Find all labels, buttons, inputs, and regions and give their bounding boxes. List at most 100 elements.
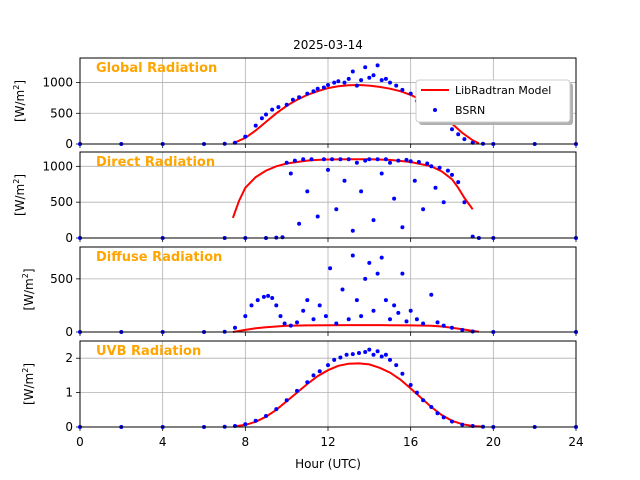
bsrn-point: [309, 157, 314, 162]
bsrn-point: [400, 87, 405, 92]
bsrn-point: [301, 157, 306, 162]
bsrn-point: [394, 363, 399, 368]
bsrn-point: [311, 373, 316, 378]
bsrn-point: [404, 319, 409, 324]
bsrn-point: [350, 69, 355, 74]
bsrn-point: [433, 185, 438, 190]
legend-box: [415, 79, 571, 123]
bsrn-point: [326, 83, 330, 87]
bsrn-point: [270, 296, 275, 300]
bsrn-point: [317, 303, 322, 308]
bsrn-point: [334, 321, 339, 326]
bsrn-point: [342, 80, 347, 85]
bsrn-point: [445, 168, 450, 173]
bsrn-point: [363, 158, 368, 163]
bsrn-point: [412, 178, 417, 183]
legend-bsrn-label: BSRN: [455, 104, 485, 117]
bsrn-point: [332, 80, 337, 85]
bsrn-point: [375, 63, 380, 68]
bsrn-point: [334, 207, 339, 212]
bsrn-point: [383, 157, 388, 162]
y-tick-label: 500: [50, 106, 73, 120]
bsrn-point: [363, 350, 368, 354]
bsrn-point: [400, 371, 405, 376]
bsrn-points: [78, 347, 578, 429]
model-line: [231, 158, 474, 219]
bsrn-point: [359, 189, 364, 194]
bsrn-point: [346, 76, 351, 81]
bsrn-point: [429, 405, 434, 409]
bsrn-point: [340, 287, 345, 292]
bsrn-point: [379, 354, 384, 359]
bsrn-point: [266, 293, 271, 298]
bsrn-point: [388, 357, 392, 362]
y-axis-label: [W/m2]: [21, 363, 36, 405]
bsrn-point: [332, 357, 337, 362]
bsrn-point: [396, 158, 401, 163]
bsrn-point: [441, 323, 446, 328]
x-tick-label: 0: [76, 435, 84, 449]
bsrn-point: [305, 380, 310, 385]
bsrn-point: [450, 419, 454, 424]
bsrn-point: [346, 157, 351, 162]
bsrn-point: [261, 294, 266, 299]
bsrn-point: [280, 235, 285, 240]
bsrn-point: [288, 171, 293, 176]
panel-frame: [79, 57, 577, 145]
x-tick-label: 12: [320, 435, 335, 449]
bsrn-point: [357, 351, 361, 355]
bsrn-point: [292, 158, 297, 163]
bsrn-point: [326, 167, 330, 172]
bsrn-point: [243, 314, 248, 319]
bsrn-point: [255, 298, 260, 303]
bsrn-points: [78, 157, 578, 240]
y-tick-label: 500: [50, 195, 73, 209]
bsrn-point: [441, 200, 446, 205]
legend-bsrn-swatch: [433, 108, 437, 112]
bsrn-point: [404, 157, 409, 162]
bsrn-point: [456, 132, 461, 137]
bsrn-point: [274, 407, 279, 412]
bsrn-point: [363, 65, 368, 70]
bsrn-point: [379, 171, 384, 176]
y-axis-label: [W/m2]: [21, 268, 36, 310]
bsrn-point: [437, 165, 442, 170]
bsrn-points: [78, 253, 578, 334]
bsrn-point: [367, 75, 372, 80]
y-tick-label: 1000: [42, 76, 73, 90]
x-axis-label: Hour (UTC): [295, 457, 361, 471]
bsrn-point: [264, 414, 268, 418]
bsrn-point: [460, 327, 465, 332]
bsrn-point: [315, 214, 320, 219]
bsrn-point: [400, 271, 405, 276]
bsrn-point: [288, 323, 293, 328]
bsrn-point: [297, 95, 302, 100]
bsrn-point: [435, 320, 440, 325]
bsrn-point: [450, 127, 454, 132]
panel-title: UVB Radiation: [96, 344, 201, 359]
bsrn-point: [359, 314, 364, 319]
model-line: [234, 362, 484, 428]
bsrn-point: [321, 157, 326, 162]
bsrn-point: [350, 228, 355, 233]
bsrn-point: [388, 317, 392, 322]
bsrn-point: [278, 314, 283, 319]
x-tick-label: 24: [568, 435, 583, 449]
bsrn-point: [462, 137, 467, 142]
bsrn-point: [290, 97, 295, 102]
bsrn-point: [450, 325, 454, 330]
bsrn-point: [363, 276, 368, 281]
y-tick-label: 500: [50, 272, 73, 286]
bsrn-point: [462, 200, 467, 205]
bsrn-point: [429, 164, 434, 169]
bsrn-point: [456, 180, 461, 185]
bsrn-point: [425, 161, 430, 166]
y-tick-label: 1000: [42, 159, 73, 173]
y-axis-label: [W/m2]: [12, 80, 27, 122]
bsrn-point: [441, 415, 446, 420]
bsrn-point: [249, 303, 254, 308]
y-axis-label: [W/m2]: [12, 174, 27, 216]
y-tick-label: 2: [65, 351, 73, 365]
bsrn-point: [375, 157, 380, 162]
x-tick-label: 4: [159, 435, 167, 449]
